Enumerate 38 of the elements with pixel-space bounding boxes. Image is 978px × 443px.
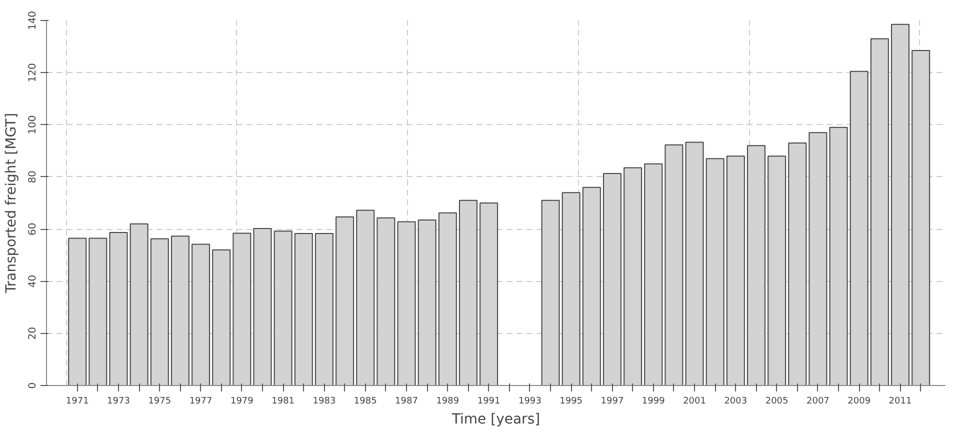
x-tick-label: 1997: [600, 396, 624, 406]
x-tick-label: 2003: [724, 396, 748, 406]
y-tick-label: 140: [28, 10, 38, 30]
y-tick-label: 60: [28, 222, 38, 236]
y-tick-label: 20: [28, 326, 38, 340]
bar: [294, 233, 313, 386]
x-tick-label: 2001: [683, 396, 706, 406]
x-tick-label: 2005: [765, 396, 788, 406]
bar: [314, 233, 334, 386]
y-tick-label: 40: [28, 274, 38, 288]
x-tick-label: 1979: [230, 396, 254, 406]
x-tick-label: 1985: [354, 396, 377, 406]
bar: [356, 210, 375, 386]
y-tick-label: 120: [28, 63, 38, 82]
x-tick-label: 2009: [848, 396, 871, 406]
y-tick-label: 100: [28, 115, 38, 134]
x-tick-label: 1975: [148, 396, 172, 406]
bar: [706, 158, 724, 386]
x-tick-label: 1991: [477, 396, 500, 406]
x-tick-label: 1981: [272, 396, 295, 406]
y-tick-label: 0: [28, 382, 38, 389]
x-tick-label: 1999: [642, 396, 666, 406]
y-axis-title: Transported freight [MGT]: [4, 112, 20, 294]
x-tick-label: 1973: [107, 396, 130, 406]
x-tick-label: 1995: [560, 396, 583, 406]
x-axis-title: Time [years]: [450, 412, 540, 428]
bar: [685, 142, 704, 386]
x-tick-label: 1987: [395, 396, 418, 406]
bar: [336, 216, 354, 386]
x-tick-label: 2007: [806, 396, 830, 406]
y-tick-label: 80: [28, 170, 38, 184]
x-tick-label: 1993: [518, 396, 542, 406]
x-tick-label: 1989: [436, 396, 460, 406]
x-tick-label: 1971: [66, 396, 89, 406]
x-tick-label: 2011: [888, 396, 912, 406]
x-tick-label: 1983: [312, 396, 336, 406]
x-tick-label: 1977: [189, 396, 212, 406]
bar: [664, 144, 684, 386]
